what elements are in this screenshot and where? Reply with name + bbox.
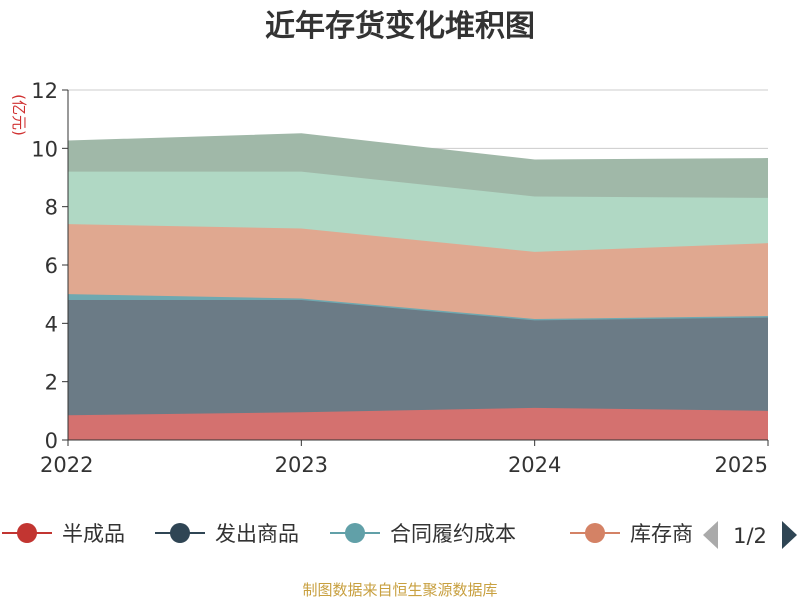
legend: 半成品 发出商品 合同履约成本 库存商 (2, 522, 693, 546)
pager-label: 1/2 (733, 524, 767, 548)
area-0 (68, 407, 768, 440)
y-tick-label-10: 10 (31, 137, 58, 161)
area-3 (68, 224, 768, 319)
chart-title: 近年存货变化堆积图 (265, 9, 535, 44)
y-tick-label-8: 8 (45, 196, 58, 220)
x-tick-label-2022: 2022 (40, 453, 93, 477)
legend-item-3[interactable]: 库存商 (570, 522, 693, 546)
x-tick-label-2024: 2024 (508, 453, 561, 477)
area-1 (68, 300, 768, 416)
legend-label: 发出商品 (215, 522, 299, 546)
y-tick-label-4: 4 (45, 312, 58, 336)
pager-prev-icon[interactable] (703, 521, 718, 549)
area-4 (68, 171, 768, 252)
legend-marker-icon (17, 523, 37, 543)
legend-marker-icon (585, 523, 605, 543)
y-tick-label-6: 6 (45, 254, 58, 278)
area-line-3 (67, 223, 769, 253)
y-tick-label-0: 0 (45, 429, 58, 453)
legend-marker-icon (170, 523, 190, 543)
legend-label: 库存商 (630, 522, 693, 546)
area-line-5 (67, 133, 769, 161)
legend-item-2[interactable]: 合同履约成本 (330, 522, 516, 546)
area-5 (68, 133, 768, 198)
area-line-2 (67, 293, 769, 320)
legend-pager: 1/2 (703, 521, 797, 549)
legend-label: 合同履约成本 (390, 522, 516, 546)
area-2 (68, 294, 768, 321)
area-series (67, 133, 769, 440)
y-tick-label-2: 2 (45, 371, 58, 395)
axes: 0 2 4 6 8 10 12 2022 2023 2024 2025 (31, 79, 769, 477)
legend-item-1[interactable]: 发出商品 (155, 522, 299, 546)
legend-label: 半成品 (62, 522, 125, 546)
legend-marker-icon (345, 523, 365, 543)
y-tick-label-12: 12 (31, 79, 58, 103)
data-source-note: 制图数据来自恒生聚源数据库 (302, 581, 497, 599)
x-tick-label-2023: 2023 (275, 453, 328, 477)
x-tick-label-2025: 2025 (715, 453, 768, 477)
y-axis-label: (亿元) (10, 94, 28, 136)
pager-next-icon[interactable] (782, 521, 797, 549)
legend-item-0[interactable]: 半成品 (2, 522, 125, 546)
